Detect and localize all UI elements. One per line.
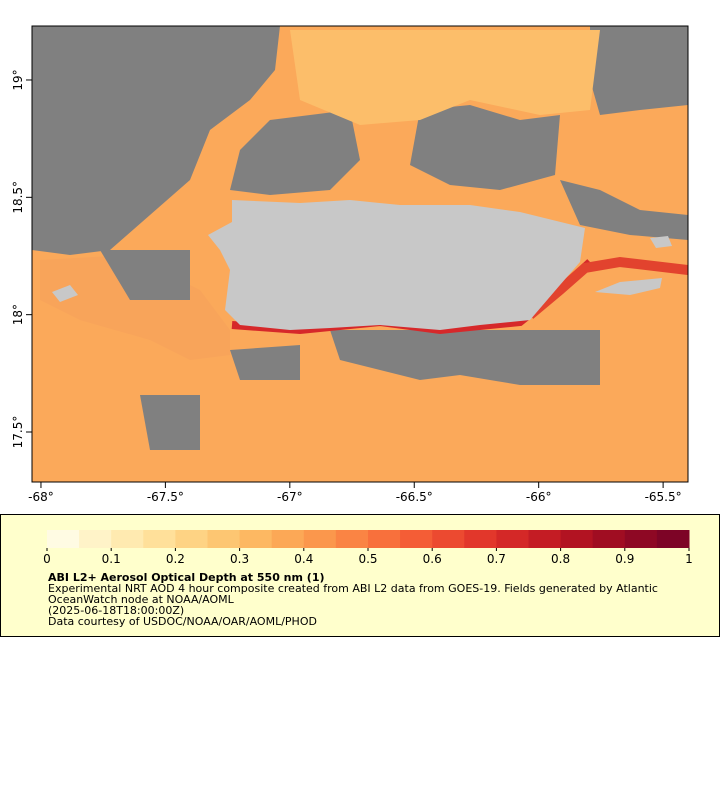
colorbar-tick-label: 0.6: [423, 552, 442, 566]
color-step: [400, 530, 433, 548]
colorbar-tick-label: 0: [43, 552, 51, 566]
color-step: [560, 530, 594, 548]
caption-line: Experimental NRT AOD 4 hour composite cr…: [48, 582, 658, 595]
culebra: [650, 236, 672, 248]
map-frame: [31, 25, 689, 483]
color-step: [111, 530, 144, 548]
coastal-high-aod: [526, 256, 688, 319]
no-data: [230, 345, 300, 380]
color-step: [592, 530, 626, 548]
color-step: [656, 530, 690, 548]
color-step: [175, 530, 208, 548]
colorbar-tick-label: 1: [685, 552, 693, 566]
color-step: [79, 530, 112, 548]
colorbar-tick-label: 0.5: [358, 552, 377, 566]
mona-island: [52, 285, 78, 302]
colorbar-tick-label: 0.1: [102, 552, 121, 566]
no-data: [590, 26, 688, 115]
color-step: [624, 530, 658, 548]
color-step: [143, 530, 176, 548]
colorbar-tick-label: 0.3: [230, 552, 249, 566]
color-step: [368, 530, 401, 548]
color-step: [47, 530, 80, 548]
color-step: [528, 530, 562, 548]
no-data: [330, 330, 600, 385]
caption-line: Data courtesy of USDOC/NOAA/OAR/AOML/PHO…: [48, 615, 317, 628]
color-step: [207, 530, 241, 548]
x-tick-label: -66.5°: [396, 490, 433, 504]
color-step: [432, 530, 465, 548]
y-tick-label: 18.5°: [11, 181, 25, 214]
no-data: [140, 395, 200, 450]
x-tick-label: -68°: [28, 490, 54, 504]
caption-line: OceanWatch node at NOAA/AOML: [48, 593, 235, 606]
map-image: [32, 26, 688, 482]
color-step: [335, 530, 369, 548]
colorbar-tick-label: 0.7: [487, 552, 506, 566]
y-tick-label: 17.5°: [11, 416, 25, 449]
color-step: [464, 530, 497, 548]
ocean-aod: [290, 30, 600, 125]
puerto-rico: [208, 200, 585, 330]
no-data: [100, 250, 190, 300]
y-tick-label: 18°: [11, 304, 25, 325]
no-data: [32, 26, 280, 255]
no-data: [560, 180, 688, 240]
color-step: [239, 530, 273, 548]
color-step: [496, 530, 529, 548]
colorbar-tick-label: 0.2: [166, 552, 185, 566]
caption-line: (2025-06-18T18:00:00Z): [48, 604, 184, 617]
color-step: [271, 530, 305, 548]
no-data: [230, 110, 360, 195]
y-tick-label: 19°: [11, 69, 25, 90]
x-tick-label: -67.5°: [147, 490, 184, 504]
caption-title: ABI L2+ Aerosol Optical Depth at 550 nm …: [48, 571, 325, 584]
colorbar-tick-label: 0.8: [551, 552, 570, 566]
x-tick-label: -66°: [526, 490, 552, 504]
colorbar-tick-label: 0.4: [294, 552, 313, 566]
x-tick-label: -67°: [277, 490, 303, 504]
x-tick-label: -65.5°: [645, 490, 682, 504]
no-data: [410, 105, 560, 190]
color-step: [303, 530, 337, 548]
colorbar-tick-label: 0.9: [615, 552, 634, 566]
vieques: [595, 278, 662, 295]
